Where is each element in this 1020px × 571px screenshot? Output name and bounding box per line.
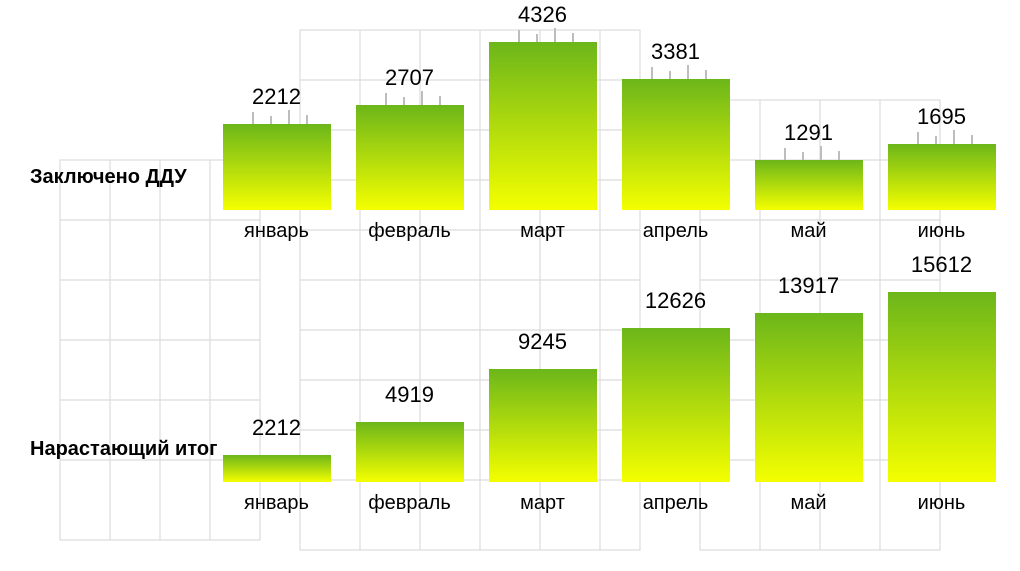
antenna-icon [802,152,804,160]
antenna-icon [820,146,822,160]
bar-value-label: 9245 [518,329,567,355]
bar-slot: 15612 [875,272,1008,482]
x-axis-label: апрель [643,220,709,243]
bar-value-label: 1695 [917,104,966,130]
antenna-icon [270,116,272,124]
x-axis-label: июнь [918,220,966,243]
bar [356,422,464,482]
x-axis-label: май [790,492,826,515]
bar [755,313,863,482]
bar-slot: 12626 [609,272,742,482]
antenna-icon [439,96,441,105]
bar-value-label: 3381 [651,39,700,65]
antenna-icon [421,91,423,105]
antenna-icon [705,70,707,79]
bar [489,369,597,482]
bar-slot: 9245 [476,272,609,482]
x-axis-label: март [520,220,565,243]
bar-slot: 2707 [343,0,476,210]
antenna-icon [669,71,671,79]
bar-value-label: 13917 [778,273,839,299]
antenna-icon [838,151,840,160]
x-axis-label: июнь [918,492,966,515]
antenna-icon [572,33,574,42]
bar-slot: 4326 [476,0,609,210]
x-axis-label: февраль [368,220,451,243]
bar-value-label: 15612 [911,252,972,278]
chart-top-title: Заключено ДДУ [30,166,187,189]
bar-value-label: 4919 [385,382,434,408]
bar-value-label: 2707 [385,65,434,91]
x-axis-label: май [790,220,826,243]
chart-bottom-title: Нарастающий итог [30,438,217,461]
antenna-icon [917,132,919,144]
antenna-icon [953,130,955,144]
antenna-icon [306,115,308,124]
bar-slot: 4919 [343,272,476,482]
antenna-icon [784,148,786,160]
antenna-icon [518,30,520,42]
antenna-icon [288,110,290,124]
bar-slot: 2212 [210,272,343,482]
antenna-icon [971,135,973,144]
bar [888,144,996,210]
bar-value-label: 2212 [252,415,301,441]
bar [356,105,464,210]
bar [622,79,730,210]
bar [489,42,597,210]
antenna-icon [536,34,538,42]
x-axis-label: март [520,492,565,515]
bar-value-label: 2212 [252,84,301,110]
bar [755,160,863,210]
antenna-icon [554,28,556,42]
bar-slot: 3381 [609,0,742,210]
bar-slot: 1291 [742,0,875,210]
bar-value-label: 1291 [784,120,833,146]
x-axis-label: апрель [643,492,709,515]
bar [622,328,730,482]
antenna-icon [403,97,405,105]
x-axis-label: январь [244,492,309,515]
bar-slot: 2212 [210,0,343,210]
bar [888,292,996,482]
bar-value-label: 4326 [518,2,567,28]
antenna-icon [252,112,254,124]
antenna-icon [651,67,653,79]
page: Заключено ДДУ 2212 2707 4326 3381 1291 1695 я… [0,0,1020,571]
bar [223,124,331,210]
antenna-icon [687,65,689,79]
bar-slot: 1695 [875,0,1008,210]
x-axis-label: февраль [368,492,451,515]
antenna-icon [935,136,937,144]
x-axis-label: январь [244,220,309,243]
bar-value-label: 12626 [645,288,706,314]
antenna-icon [385,93,387,105]
bar [223,455,331,482]
bar-slot: 13917 [742,272,875,482]
